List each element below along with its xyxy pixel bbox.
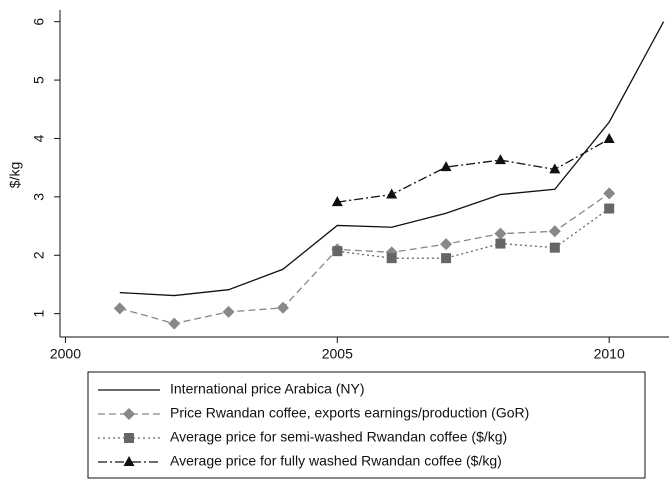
point bbox=[222, 305, 235, 318]
point bbox=[494, 227, 507, 240]
point bbox=[386, 188, 398, 199]
x-tick-label: 2010 bbox=[594, 346, 625, 362]
legend-marker bbox=[123, 456, 135, 466]
point bbox=[549, 242, 560, 253]
point bbox=[440, 238, 453, 251]
point bbox=[603, 133, 615, 144]
point bbox=[168, 317, 181, 330]
y-axis-label: $/kg bbox=[7, 162, 23, 188]
x-tick-label: 2000 bbox=[50, 346, 81, 362]
point bbox=[494, 154, 506, 165]
point bbox=[603, 187, 616, 200]
point bbox=[549, 163, 561, 174]
legend-label: Average price for fully washed Rwandan c… bbox=[170, 453, 502, 469]
point bbox=[276, 301, 289, 314]
series-line bbox=[337, 208, 610, 259]
y-tick-label: 3 bbox=[31, 193, 47, 201]
point bbox=[604, 203, 615, 214]
series-line bbox=[337, 138, 610, 203]
series-line bbox=[119, 192, 610, 325]
point bbox=[331, 196, 343, 207]
point bbox=[113, 302, 126, 315]
y-tick-label: 6 bbox=[31, 18, 47, 26]
point bbox=[332, 246, 343, 257]
x-tick-label: 2005 bbox=[322, 346, 353, 362]
series-line bbox=[119, 21, 665, 297]
y-tick-label: 5 bbox=[31, 76, 47, 84]
legend-label: International price Arabica (NY) bbox=[170, 381, 365, 397]
legend-marker bbox=[124, 433, 134, 443]
legend-marker bbox=[123, 408, 135, 420]
point bbox=[441, 253, 452, 264]
legend bbox=[87, 371, 646, 479]
point bbox=[548, 225, 561, 238]
point bbox=[440, 161, 452, 172]
point bbox=[495, 238, 506, 249]
legend-label: Price Rwandan coffee, exports earnings/p… bbox=[170, 405, 529, 421]
y-tick-label: 4 bbox=[31, 134, 47, 142]
legend-label: Average price for semi-washed Rwandan co… bbox=[170, 429, 507, 445]
y-tick-label: 1 bbox=[31, 310, 47, 318]
point bbox=[386, 253, 397, 264]
y-tick-label: 2 bbox=[31, 251, 47, 259]
